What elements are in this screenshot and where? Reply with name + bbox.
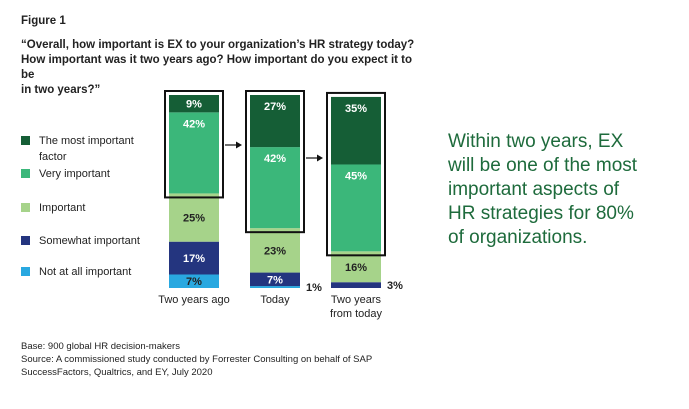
category-label: Two years ago — [158, 294, 230, 306]
bar-segment — [250, 147, 300, 229]
legend-label: Somewhat important — [39, 235, 140, 247]
bar-segment — [169, 241, 219, 275]
survey-question: “Overall, how important is EX to your or… — [21, 38, 421, 98]
legend-item-not-at-all-important: Not at all important — [21, 264, 159, 280]
bar-segment — [250, 286, 300, 288]
base-note: Base: 900 global HR decision-makers — [21, 341, 180, 352]
legend-label: Not at all important — [39, 266, 132, 278]
data-label: 3% — [387, 280, 403, 292]
legend-label: factor — [39, 151, 67, 163]
data-label: 42% — [264, 153, 286, 165]
category-label: from today — [330, 308, 382, 320]
callout-line: will be one of the most — [448, 155, 638, 176]
callout-line: important aspects of — [448, 179, 620, 200]
legend-swatch — [21, 203, 30, 212]
question-line: “Overall, how important is EX to your or… — [21, 39, 415, 51]
bar-segment — [250, 272, 300, 287]
bar-segment — [169, 95, 219, 113]
bar-segment — [331, 164, 381, 252]
highlight-box — [326, 91, 386, 257]
source-line: SuccessFactors, Qualtrics, and EY, July … — [21, 367, 213, 378]
figure-label: Figure 1 — [21, 15, 66, 27]
data-label: 7% — [186, 276, 202, 288]
callout-line: Within two years, EX — [448, 131, 624, 152]
data-label: 9% — [186, 99, 202, 111]
callout-line: of organizations. — [448, 227, 588, 248]
bar-segment — [250, 95, 300, 148]
source-note: Base: 900 global HR decision-makers Sour… — [21, 340, 581, 379]
data-label: 27% — [264, 101, 286, 113]
source-line: Source: A commissioned study conducted b… — [21, 354, 373, 365]
data-label: 16% — [345, 262, 367, 274]
bar-segment — [169, 193, 219, 242]
bar-segment — [169, 274, 219, 288]
data-label: 17% — [183, 253, 205, 265]
data-label: 45% — [345, 170, 367, 182]
legend-item-important: Important — [21, 200, 159, 216]
arrow-head — [317, 154, 323, 162]
callout-text: Within two years, EX will be one of the … — [448, 130, 668, 250]
highlight-box — [245, 90, 305, 234]
bar-segment — [331, 96, 381, 165]
legend-swatch — [21, 169, 30, 178]
question-line: in two years?” — [21, 84, 101, 96]
legend-item-very-important: Very important — [21, 166, 159, 182]
question-line: How important was it two years ago? How … — [21, 54, 413, 81]
data-label: 1% — [306, 282, 322, 294]
data-label: 7% — [267, 274, 283, 286]
legend-label: Important — [39, 202, 86, 214]
bar-segment — [331, 282, 381, 288]
data-label: 25% — [183, 213, 205, 225]
legend-swatch — [21, 136, 30, 145]
callout-line: HR strategies for 80% — [448, 203, 634, 224]
bar-segment — [250, 228, 300, 273]
category-label: Two years — [331, 294, 382, 306]
legend-item-somewhat-important: Somewhat important — [21, 233, 159, 249]
legend-swatch — [21, 236, 30, 245]
data-label: 35% — [345, 103, 367, 115]
data-label: 42% — [183, 118, 205, 130]
legend-label: The most important — [39, 135, 134, 147]
bar-segment — [331, 251, 381, 283]
bar-segment — [169, 112, 219, 194]
highlight-box — [164, 90, 224, 199]
data-label: 23% — [264, 245, 286, 257]
legend-item-most-important: The most important factor — [21, 133, 159, 165]
legend-swatch — [21, 267, 30, 276]
arrow-head — [236, 141, 242, 149]
category-label: Today — [260, 294, 290, 306]
legend-label: Very important — [39, 168, 110, 180]
